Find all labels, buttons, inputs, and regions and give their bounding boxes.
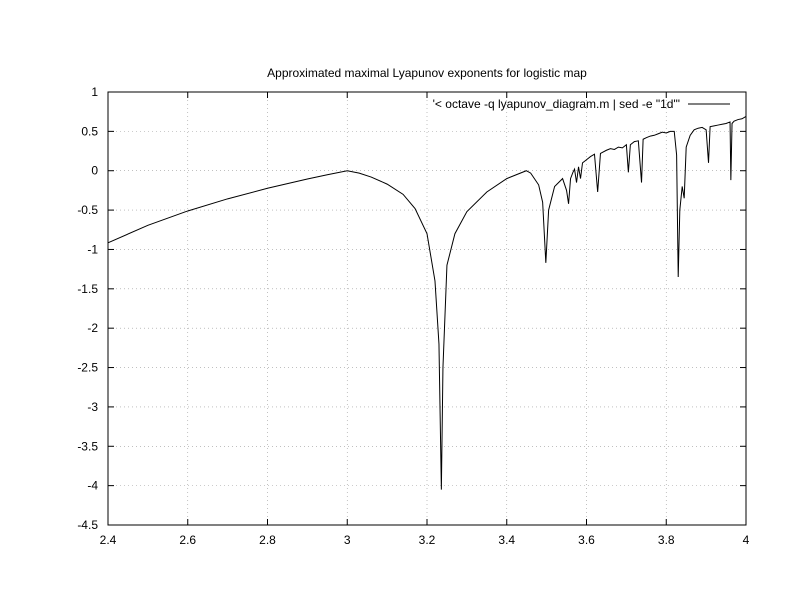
legend-label: '< octave -q lyapunov_diagram.m | sed -e…: [433, 97, 680, 111]
y-tick-label: -0.5: [77, 203, 98, 217]
y-tick-label: -3.5: [77, 439, 98, 453]
x-tick-label: 3.2: [419, 533, 436, 547]
y-tick-label: -2: [87, 321, 98, 335]
x-tick-label: 3.8: [658, 533, 675, 547]
x-tick-label: 3.4: [498, 533, 515, 547]
y-tick-label: -3: [87, 400, 98, 414]
grid-lines: [108, 92, 746, 525]
lyapunov-series-line: [107, 115, 747, 490]
y-tick-label: -4.5: [77, 518, 98, 532]
y-tick-label: 0.5: [81, 124, 98, 138]
y-tick-label: -2.5: [77, 361, 98, 375]
y-tick-label: -1.5: [77, 282, 98, 296]
x-tick-label: 3.6: [578, 533, 595, 547]
x-tick-label: 2.6: [179, 533, 196, 547]
x-tick-label: 2.4: [100, 533, 117, 547]
y-tick-label: 1: [91, 85, 98, 99]
y-tick-label: -1: [87, 242, 98, 256]
chart-title: Approximated maximal Lyapunov exponents …: [267, 66, 587, 80]
x-tick-label: 4: [743, 533, 750, 547]
x-tick-label: 3: [344, 533, 351, 547]
y-axis-ticks: 1 0.5 0 -0.5 -1 -1.5 -2 -2.5 -3 -3.5 -4 -4.5: [77, 85, 746, 532]
y-tick-label: -4: [87, 479, 98, 493]
y-tick-label: 0: [91, 164, 98, 178]
legend: '< octave -q lyapunov_diagram.m | sed -e…: [433, 97, 730, 111]
x-tick-label: 2.8: [259, 533, 276, 547]
plot-border: [107, 91, 747, 526]
